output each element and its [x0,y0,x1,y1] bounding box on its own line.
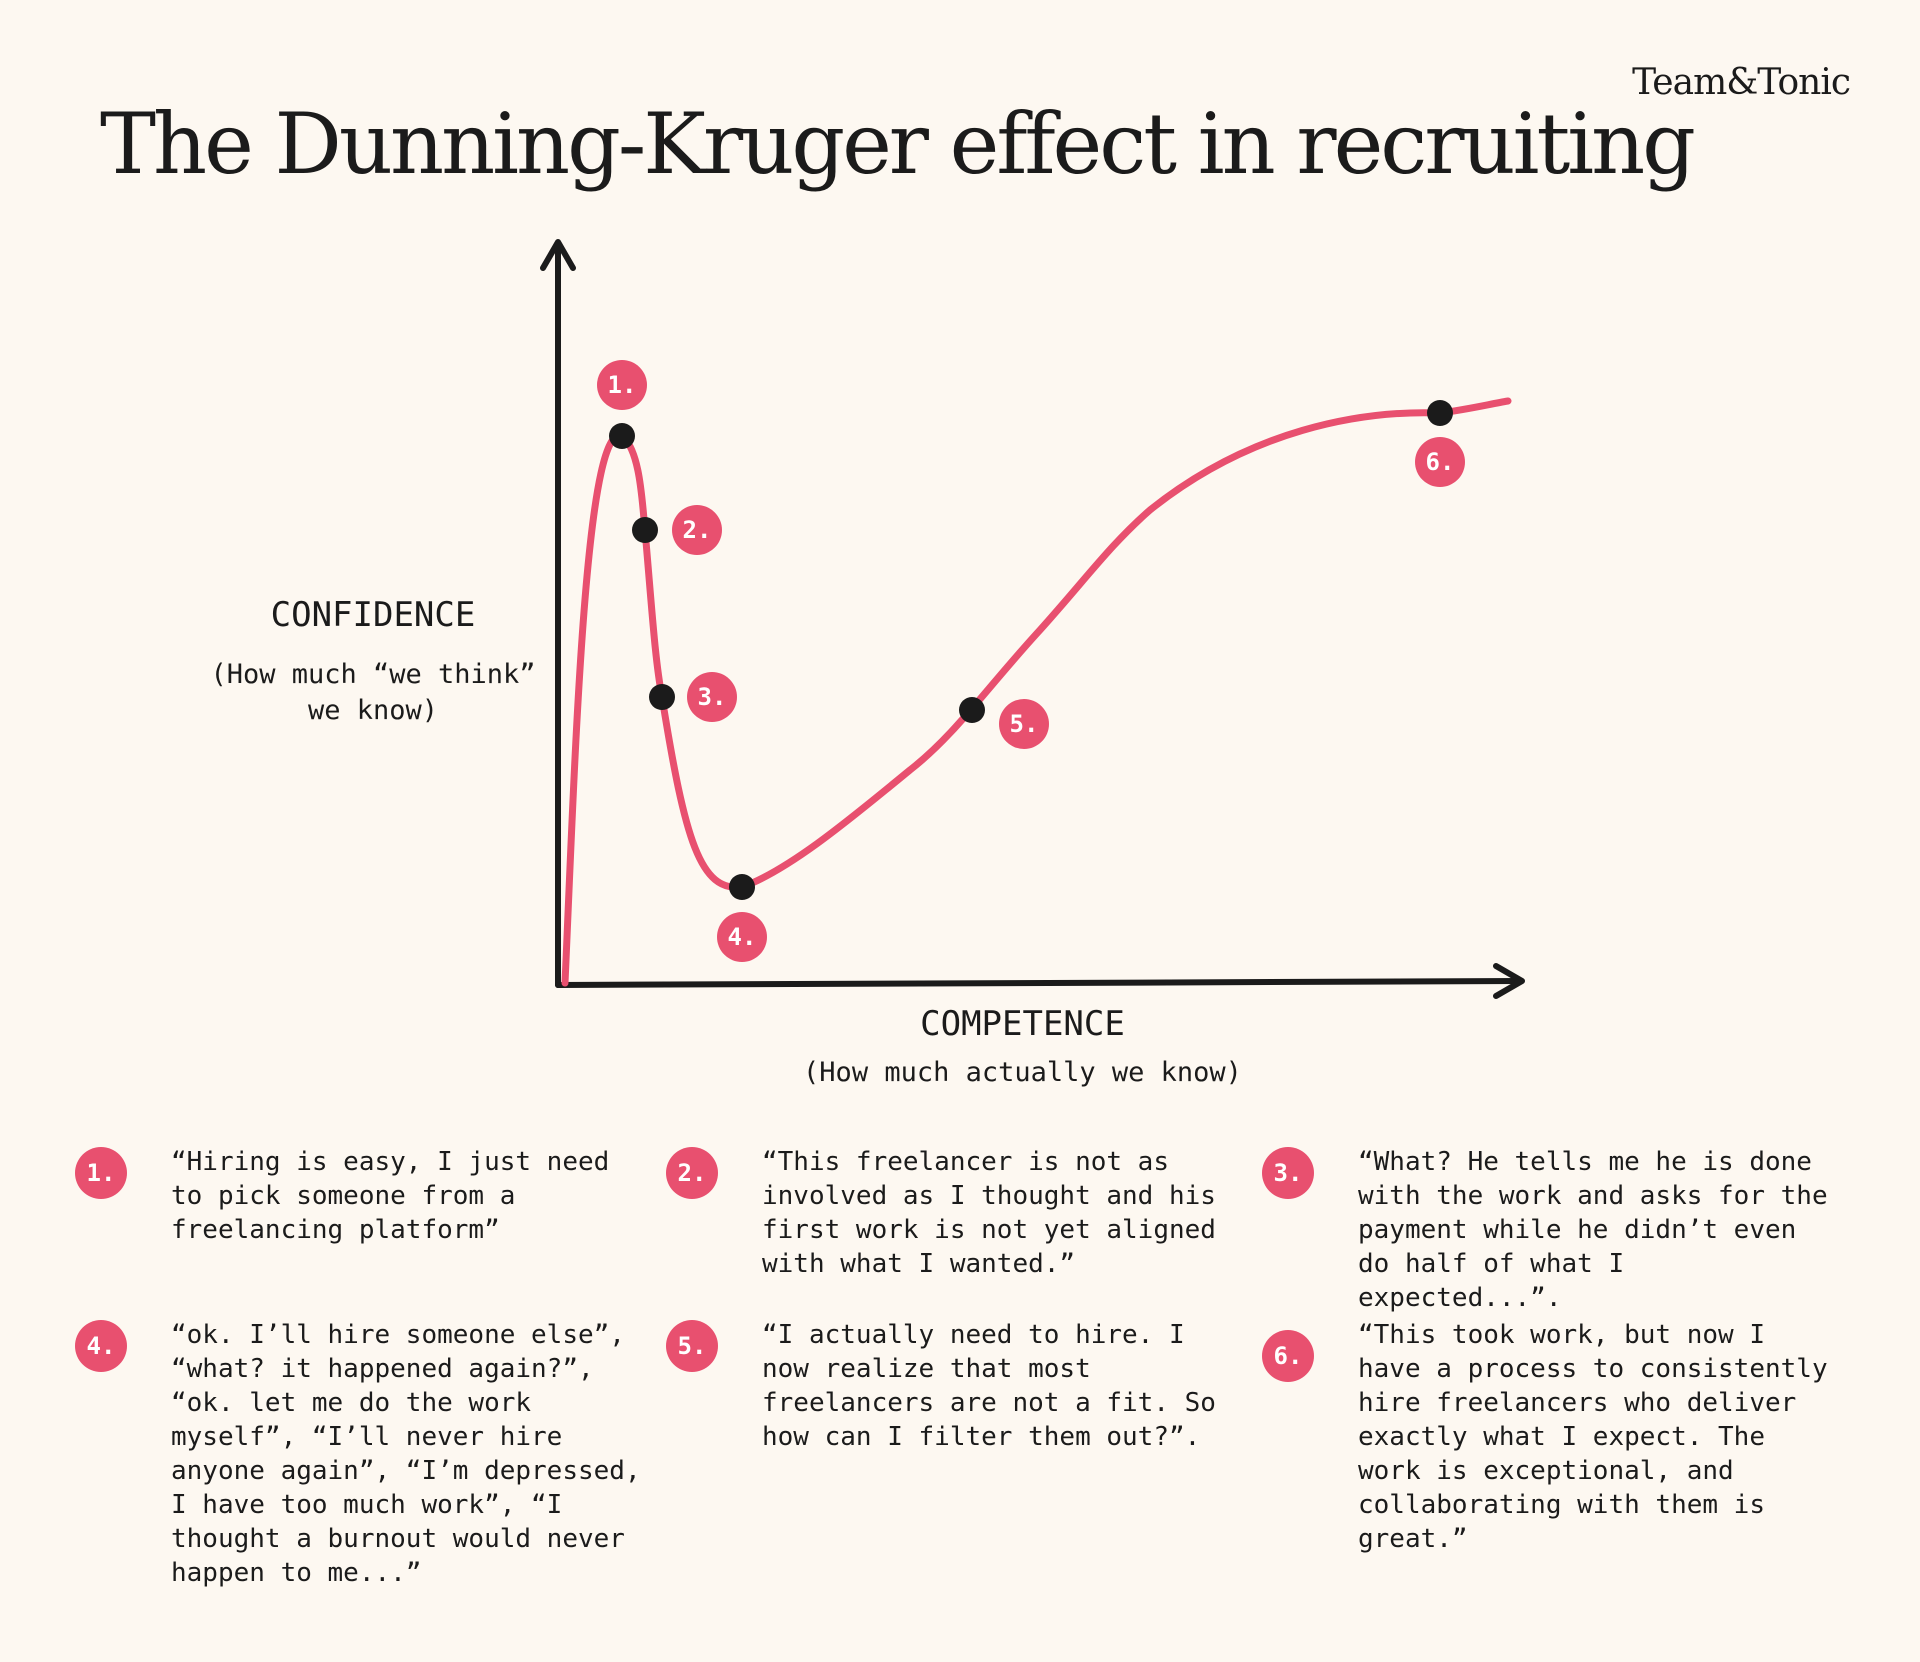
chart-badge-5: 5. [999,699,1049,749]
note-text: “I actually need to hire. I now realize … [762,1320,1216,1452]
curve-point-1 [609,423,635,449]
y-axis-arrow-icon [540,239,576,271]
curve-point-2 [632,517,658,543]
note-badge: 4. [75,1320,127,1372]
curve-point-4 [729,874,755,900]
note-badge: 1. [75,1147,127,1199]
x-axis-sublabel: (How much actually we know) [803,1057,1242,1088]
x-axis [555,963,1525,999]
page-title: The Dunning-Kruger effect in recruiting [100,95,1696,193]
note-badge: 5. [666,1320,718,1372]
y-axis-label: CONFIDENCE [270,595,476,635]
chart-badge-1: 1. [597,360,647,410]
note-badge: 6. [1262,1330,1314,1382]
note-text: “ok. I’ll hire someone else”, “what? it … [171,1320,641,1588]
brand-logo: Team&Tonic [1632,62,1851,103]
chart-badge-2: 2. [672,505,722,555]
curve-point-6 [1427,400,1453,426]
x-axis-arrow-icon [1493,963,1525,999]
note-text: “This took work, but now I have a proces… [1358,1320,1828,1554]
curve-point-3 [649,684,675,710]
note-badge: 3. [1262,1147,1314,1199]
curve-point-5 [959,697,985,723]
note-text: “What? He tells me he is done with the w… [1358,1147,1828,1313]
chart-badge-6: 6. [1415,437,1465,487]
note-badge: 2. [666,1147,718,1199]
chart-badge-4: 4. [717,912,767,962]
note-text: “This freelancer is not as involved as I… [762,1147,1216,1279]
chart-badge-3: 3. [687,672,737,722]
note-text: “Hiring is easy, I just need to pick som… [171,1147,610,1245]
y-axis [540,239,576,988]
x-axis-label: COMPETENCE [920,1004,1125,1044]
y-axis-sublabel: (How much “we think” we know) [210,659,536,726]
